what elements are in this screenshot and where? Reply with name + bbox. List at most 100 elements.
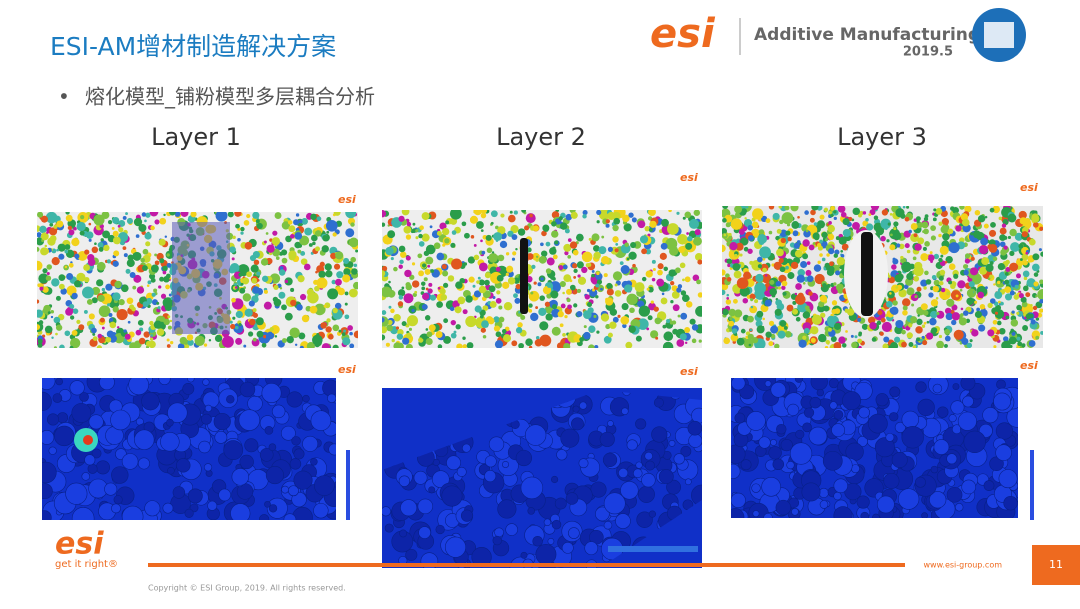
particle — [987, 244, 993, 250]
particle — [391, 338, 395, 343]
particle — [328, 443, 336, 456]
particle — [979, 266, 988, 275]
particle — [993, 283, 996, 286]
particle — [530, 291, 534, 295]
particle — [74, 253, 80, 259]
particle — [541, 230, 547, 237]
particle — [506, 265, 514, 273]
particle — [437, 344, 443, 348]
particle — [290, 287, 295, 292]
particle — [524, 424, 547, 446]
particle — [58, 253, 65, 260]
particle — [200, 413, 212, 425]
particle — [894, 421, 906, 433]
particle — [335, 278, 342, 286]
particle — [684, 211, 692, 219]
particle — [535, 258, 539, 262]
particle — [967, 277, 973, 283]
particle — [154, 253, 158, 257]
particle — [71, 403, 92, 423]
particle — [487, 317, 495, 325]
particle — [847, 308, 855, 316]
particle — [615, 243, 619, 246]
particle — [314, 285, 320, 292]
particle — [827, 233, 835, 241]
particle — [813, 264, 822, 272]
particle — [496, 274, 504, 282]
particle — [1022, 270, 1030, 278]
particle — [144, 219, 147, 223]
particle — [584, 294, 590, 300]
particle — [444, 536, 467, 558]
particle — [1004, 293, 1013, 301]
particle — [883, 336, 890, 343]
particle — [96, 345, 103, 348]
particle — [944, 328, 951, 335]
particle — [651, 259, 656, 264]
particle — [515, 327, 523, 334]
particle — [107, 219, 113, 225]
particle — [856, 495, 870, 509]
particle — [951, 312, 960, 321]
particle — [786, 304, 794, 312]
particle — [650, 300, 654, 304]
particle — [903, 284, 909, 290]
particle — [284, 312, 293, 321]
particle — [249, 318, 256, 326]
particle — [676, 287, 682, 293]
particle — [621, 407, 629, 415]
particle — [533, 281, 537, 285]
particle — [960, 307, 964, 311]
particle — [539, 295, 546, 301]
particle — [532, 535, 543, 547]
particle — [684, 478, 692, 486]
particle — [989, 298, 996, 304]
powder-bed — [382, 210, 702, 348]
particle — [774, 308, 782, 316]
particle — [1007, 213, 1017, 223]
particle — [970, 232, 974, 236]
particle — [402, 337, 410, 345]
layer-label: Layer 1 — [151, 123, 241, 151]
particle — [387, 319, 393, 326]
particle — [505, 272, 510, 276]
particle — [586, 302, 593, 308]
particle — [927, 254, 935, 262]
particle — [235, 223, 240, 229]
particle — [252, 212, 260, 219]
particle — [803, 327, 810, 334]
particle — [569, 241, 578, 249]
particle — [913, 233, 918, 238]
particle — [670, 280, 675, 286]
particle — [48, 446, 57, 455]
particle — [231, 297, 236, 303]
particle — [69, 380, 85, 396]
particle — [397, 289, 406, 297]
particle — [40, 247, 49, 256]
page-box — [1032, 545, 1080, 585]
particle — [160, 432, 180, 452]
particle — [150, 334, 154, 337]
particle — [400, 251, 407, 258]
particle — [250, 264, 259, 273]
particle — [902, 298, 911, 307]
particle — [802, 322, 812, 332]
particle — [940, 209, 948, 218]
particle — [818, 487, 829, 498]
particle — [482, 334, 487, 339]
particle — [424, 268, 431, 275]
particle — [461, 443, 471, 453]
particle — [977, 214, 986, 223]
track — [520, 238, 528, 314]
particle — [129, 342, 137, 348]
particle — [963, 269, 969, 276]
particle — [614, 283, 618, 287]
particle — [916, 219, 920, 224]
particle — [64, 265, 68, 269]
particle — [916, 286, 922, 292]
particle — [660, 297, 668, 305]
particle — [644, 225, 650, 232]
particle — [153, 288, 158, 293]
particle — [126, 297, 134, 305]
particle — [922, 230, 925, 234]
